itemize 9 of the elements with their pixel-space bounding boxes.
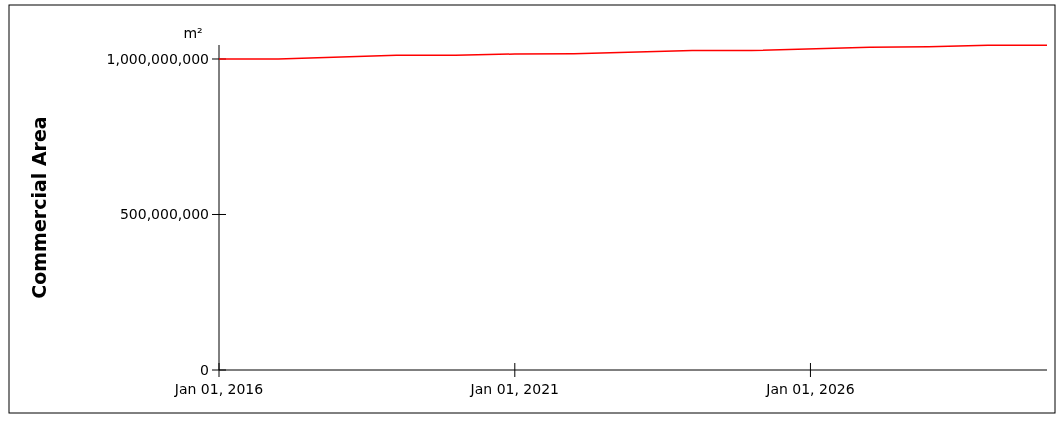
- x-tick-label: Jan 01, 2021: [469, 381, 559, 397]
- x-tick-label: Jan 01, 2026: [765, 381, 855, 397]
- y-tick-label: 1,000,000,000: [106, 50, 209, 67]
- y-tick-label: 500,000,000: [119, 206, 209, 223]
- text: m²: [183, 25, 203, 41]
- x-tick-label: Jan 01, 2016: [173, 381, 264, 397]
- line-series: [218, 44, 1048, 60]
- y-tick-label: 0: [200, 361, 209, 378]
- y-axis-title: Commercial Area: [28, 116, 50, 299]
